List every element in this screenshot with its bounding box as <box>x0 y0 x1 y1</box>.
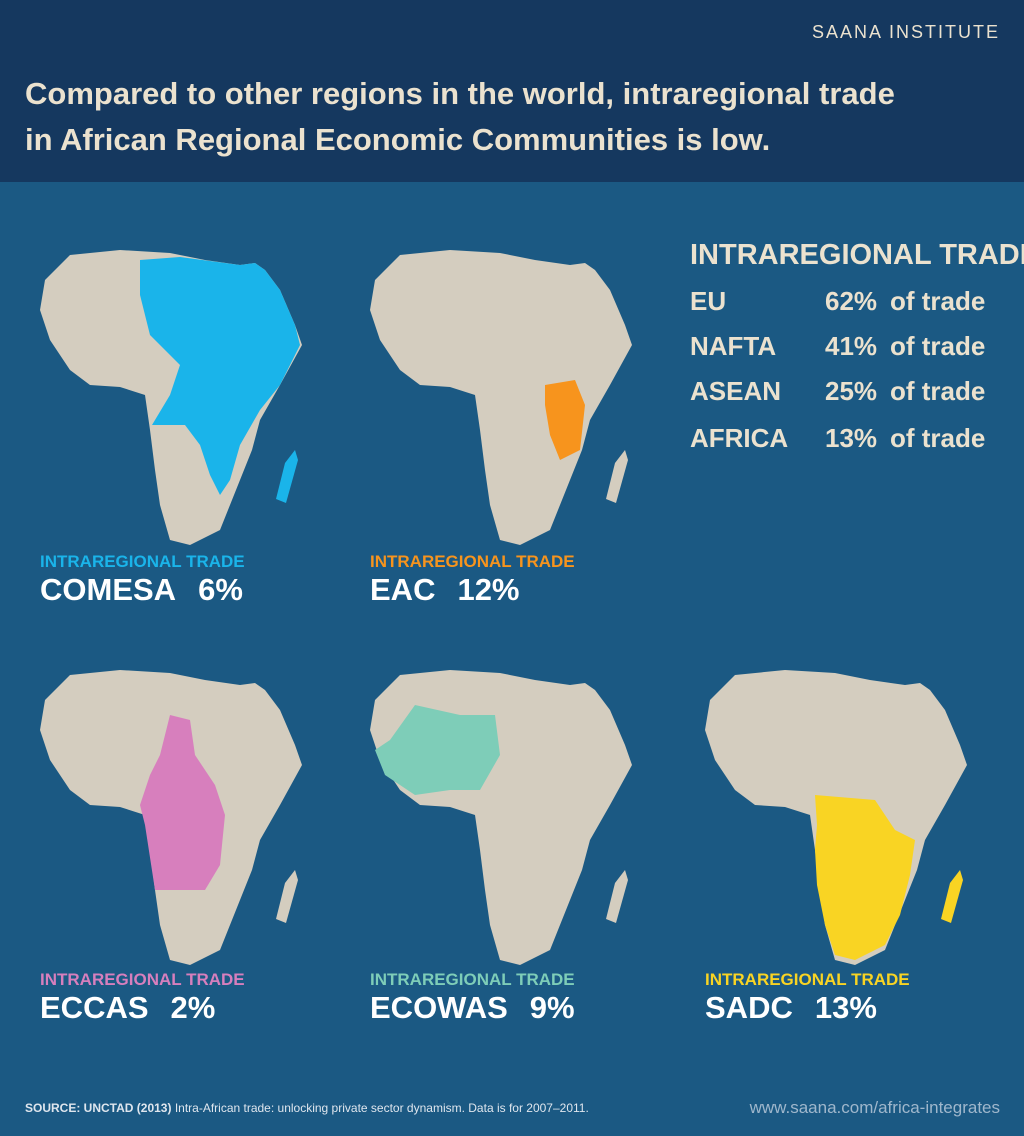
source-label: SOURCE: UNCTAD (2013) <box>25 1101 171 1115</box>
trade-table: EU 62% of trade NAFTA 41% of trade ASEAN 25% of … <box>690 286 985 453</box>
panel-name: COMESA <box>40 572 176 607</box>
panel-name: ECCAS <box>40 990 149 1025</box>
panel-label: INTRAREGIONAL TRADE <box>40 552 245 571</box>
panel-name: EAC <box>370 572 435 607</box>
header-band <box>0 0 1024 182</box>
panel-value: 9% <box>530 990 575 1025</box>
table-cell: 25% <box>825 376 877 406</box>
table-cell: AFRICA <box>690 423 788 453</box>
table-cell: 62% <box>825 286 877 316</box>
panel-label: INTRAREGIONAL TRADE <box>40 970 245 989</box>
table-cell: 13% <box>825 423 877 453</box>
highlight-region <box>545 380 585 460</box>
table-cell: of trade <box>890 286 985 316</box>
highlight-region <box>140 257 300 495</box>
panel-label: INTRAREGIONAL TRADE <box>370 552 575 571</box>
panel-name: ECOWAS <box>370 990 508 1025</box>
brand: SAANA INSTITUTE <box>812 22 1000 42</box>
table-cell: EU <box>690 286 726 316</box>
highlight-region <box>140 715 225 890</box>
title-line: in African Regional Economic Communities… <box>25 122 770 157</box>
highlight-region <box>815 795 915 960</box>
source-text: Intra-African trade: unlocking private s… <box>175 1101 589 1115</box>
panel-label: INTRAREGIONAL TRADE <box>370 970 575 989</box>
table-cell: 41% <box>825 331 877 361</box>
panel-label: INTRAREGIONAL TRADE <box>705 970 910 989</box>
panel-value: 13% <box>815 990 877 1025</box>
panel-name: SADC <box>705 990 793 1025</box>
source: SOURCE: UNCTAD (2013) Intra-African trad… <box>25 1101 589 1115</box>
panel-value: 12% <box>457 572 519 607</box>
highlight-region <box>375 705 500 795</box>
panel-value: 2% <box>171 990 216 1025</box>
url: www.saana.com/africa-integrates <box>749 1098 1000 1117</box>
table-cell: ASEAN <box>690 376 781 406</box>
table-heading: INTRAREGIONAL TRADE <box>690 239 1024 271</box>
panel-value: 6% <box>198 572 243 607</box>
table-cell: NAFTA <box>690 331 776 361</box>
title-line: Compared to other regions in the world, … <box>25 76 895 111</box>
table-cell: of trade <box>890 376 985 406</box>
table-cell: of trade <box>890 423 985 453</box>
table-cell: of trade <box>890 331 985 361</box>
